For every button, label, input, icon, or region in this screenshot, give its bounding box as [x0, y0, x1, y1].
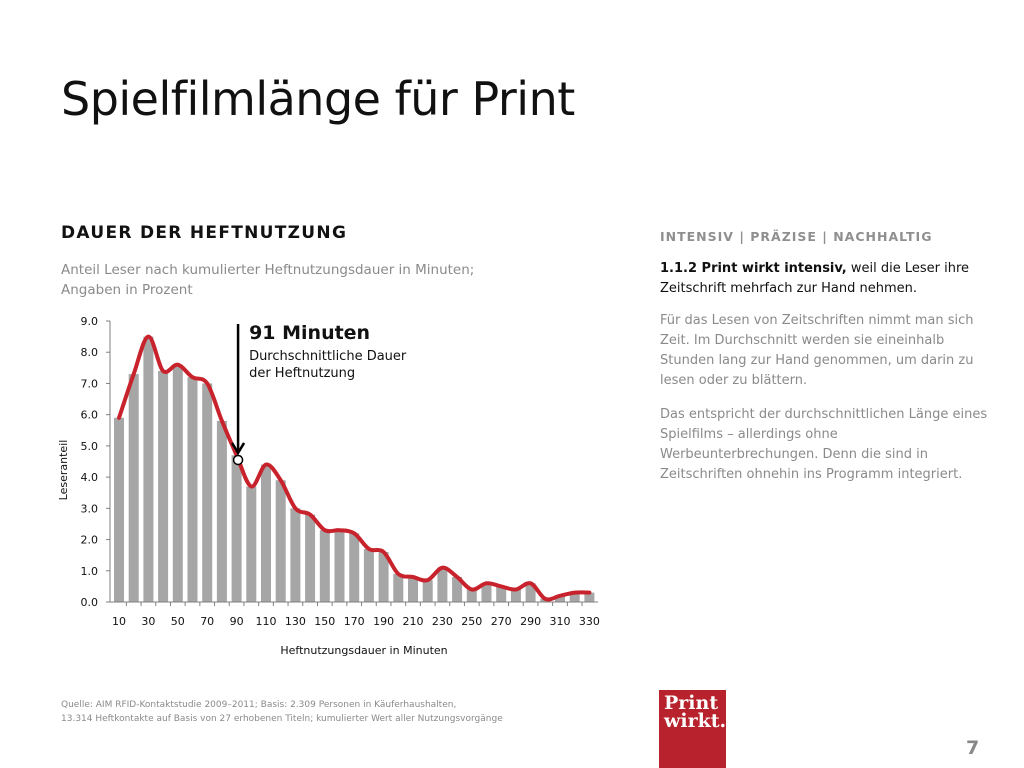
bar [334, 530, 345, 602]
x-tick-label: 210 [403, 615, 424, 628]
y-tick-label: 5.0 [81, 440, 99, 453]
bar [246, 486, 257, 602]
bar [584, 592, 595, 602]
chart-subtitle-line2: Angaben in Prozent [61, 282, 193, 298]
right-lead-bold: 1.1.2 Print wirkt intensiv, [660, 261, 847, 276]
trend-line [117, 334, 592, 602]
x-tick-label: 10 [112, 615, 126, 628]
bar [319, 530, 330, 602]
x-tick-label: 150 [314, 615, 335, 628]
bar [290, 508, 301, 602]
y-tick-label: 9.0 [81, 315, 99, 328]
bar [261, 464, 271, 602]
bar [437, 567, 448, 602]
x-axis-ticks: 10 30 50 70 90 110 130 150 170 190 210 230 250 270 290… [112, 602, 600, 628]
section-heading: DAUER DER HEFTNUTZUNG [61, 223, 348, 243]
x-tick-label: 110 [256, 615, 277, 628]
annotation-line2: der Heftnutzung [249, 366, 355, 381]
y-tick-label: 2.0 [81, 534, 99, 547]
bar [422, 580, 433, 602]
source-line2: 13.314 Heftkontakte auf Basis von 27 erh… [61, 714, 503, 724]
bar [187, 377, 198, 602]
x-tick-label: 50 [171, 615, 185, 628]
bar [128, 374, 139, 602]
x-tick-label: 290 [520, 615, 541, 628]
average-annotation: 91 Minuten Durchschnittliche Dauer der H… [230, 322, 407, 466]
bar [393, 573, 404, 602]
print-wirkt-logo: Print wirkt. [659, 690, 726, 768]
bar [305, 514, 316, 602]
bar [143, 336, 154, 602]
y-tick-label: 7.0 [81, 377, 99, 390]
chart-subtitle-line1: Anteil Leser nach kumulierter Heftnutzun… [61, 262, 475, 278]
source-line1: Quelle: AIM RFID-Kontaktstudie 2009–2011… [61, 700, 457, 710]
y-axis-label: Leseranteil [57, 440, 70, 501]
right-heading: INTENSIV | PRÄZISE | NACHHALTIG [660, 229, 933, 244]
bar [114, 417, 124, 602]
x-tick-label: 270 [491, 615, 512, 628]
bar [466, 589, 477, 602]
bar [231, 455, 242, 602]
right-paragraph-2: Das entspricht der durchschnittlichen Lä… [660, 407, 988, 482]
right-lead: 1.1.2 Print wirkt intensiv, weil die Les… [660, 259, 990, 299]
bar [555, 595, 565, 602]
bar [569, 592, 580, 602]
x-tick-label: 30 [141, 615, 155, 628]
bar-series [114, 336, 595, 602]
logo-line1: Print [664, 692, 719, 714]
x-tick-label: 230 [432, 615, 453, 628]
x-tick-label: 70 [200, 615, 214, 628]
bar [378, 552, 389, 602]
bar [496, 586, 507, 602]
logo-line2: wirkt. [664, 710, 727, 732]
bar [158, 370, 169, 602]
annotation-arrow-head [230, 442, 246, 456]
bar [216, 420, 227, 602]
bar [408, 577, 418, 602]
chart-subtitle: Anteil Leser nach kumulierter Heftnutzun… [61, 260, 501, 300]
annotation-line1: Durchschnittliche Dauer [249, 349, 407, 364]
right-paragraph-1: Für das Lesen von Zeitschriften nimmt ma… [660, 313, 974, 388]
bar [172, 364, 183, 602]
annotation-marker [232, 454, 244, 466]
x-tick-label: 130 [285, 615, 306, 628]
bar [349, 533, 360, 602]
y-tick-label: 1.0 [81, 565, 99, 578]
page-number: 7 [966, 737, 980, 759]
x-tick-label: 190 [373, 615, 394, 628]
bar [363, 548, 374, 602]
bar [510, 589, 521, 602]
y-tick-label: 8.0 [81, 346, 99, 359]
x-tick-label: 250 [461, 615, 482, 628]
x-tick-label: 310 [550, 615, 571, 628]
bar [452, 577, 463, 602]
slide-title: Spielfilmlänge für Print [61, 72, 575, 126]
y-tick-label: 0.0 [81, 596, 99, 609]
y-tick-label: 4.0 [81, 471, 99, 484]
x-tick-label: 90 [230, 615, 244, 628]
right-lead-rest: weil die Leser ihre Zeitschrift mehrfach… [660, 261, 970, 296]
bar [525, 583, 536, 602]
source-note: Quelle: AIM RFID-Kontaktstudie 2009–2011… [61, 698, 503, 726]
axis-lines [109, 321, 598, 603]
annotation-title: 91 Minuten [249, 322, 370, 344]
x-tick-label: 330 [579, 615, 600, 628]
bar [275, 480, 286, 602]
bar [481, 583, 492, 602]
bar [202, 383, 213, 602]
x-tick-label: 170 [344, 615, 365, 628]
y-tick-label: 6.0 [81, 409, 99, 422]
x-axis-label: Heftnutzungsdauer in Minuten [280, 644, 447, 657]
y-axis-ticks: 0.0 1.0 2.0 3.0 4.0 5.0 6.0 7.0 8.0 9.0 [81, 315, 110, 609]
y-tick-label: 3.0 [81, 502, 99, 515]
